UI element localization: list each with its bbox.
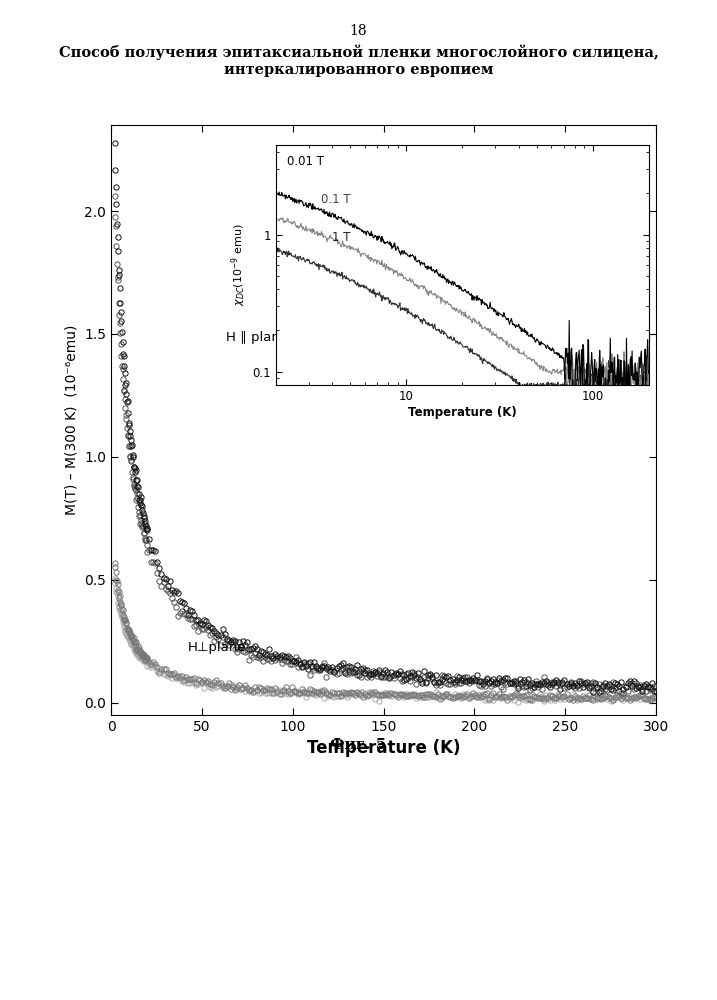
Text: Фиг. 5: Фиг. 5 xyxy=(331,738,386,752)
Text: 1 T: 1 T xyxy=(332,231,351,244)
Text: 0.01 T: 0.01 T xyxy=(288,155,324,168)
Text: 0.1 T: 0.1 T xyxy=(321,193,351,206)
Text: интеркалированного европием: интеркалированного европием xyxy=(224,63,493,77)
Y-axis label: $\chi_{DC}(10^{-9}\ \mathrm{emu})$: $\chi_{DC}(10^{-9}\ \mathrm{emu})$ xyxy=(229,224,248,306)
X-axis label: Temperature (K): Temperature (K) xyxy=(408,406,517,419)
Text: H ∥ plane: H ∥ plane xyxy=(226,331,288,344)
Text: 18: 18 xyxy=(350,24,367,38)
Text: Способ получения эпитаксиальной пленки многослойного силицена,: Способ получения эпитаксиальной пленки м… xyxy=(59,45,658,60)
Text: H⊥plane: H⊥plane xyxy=(187,641,246,654)
Y-axis label: M(T) – M(300 K)  (10⁻⁶emu): M(T) – M(300 K) (10⁻⁶emu) xyxy=(65,325,79,515)
X-axis label: Temperature (K): Temperature (K) xyxy=(307,739,460,757)
